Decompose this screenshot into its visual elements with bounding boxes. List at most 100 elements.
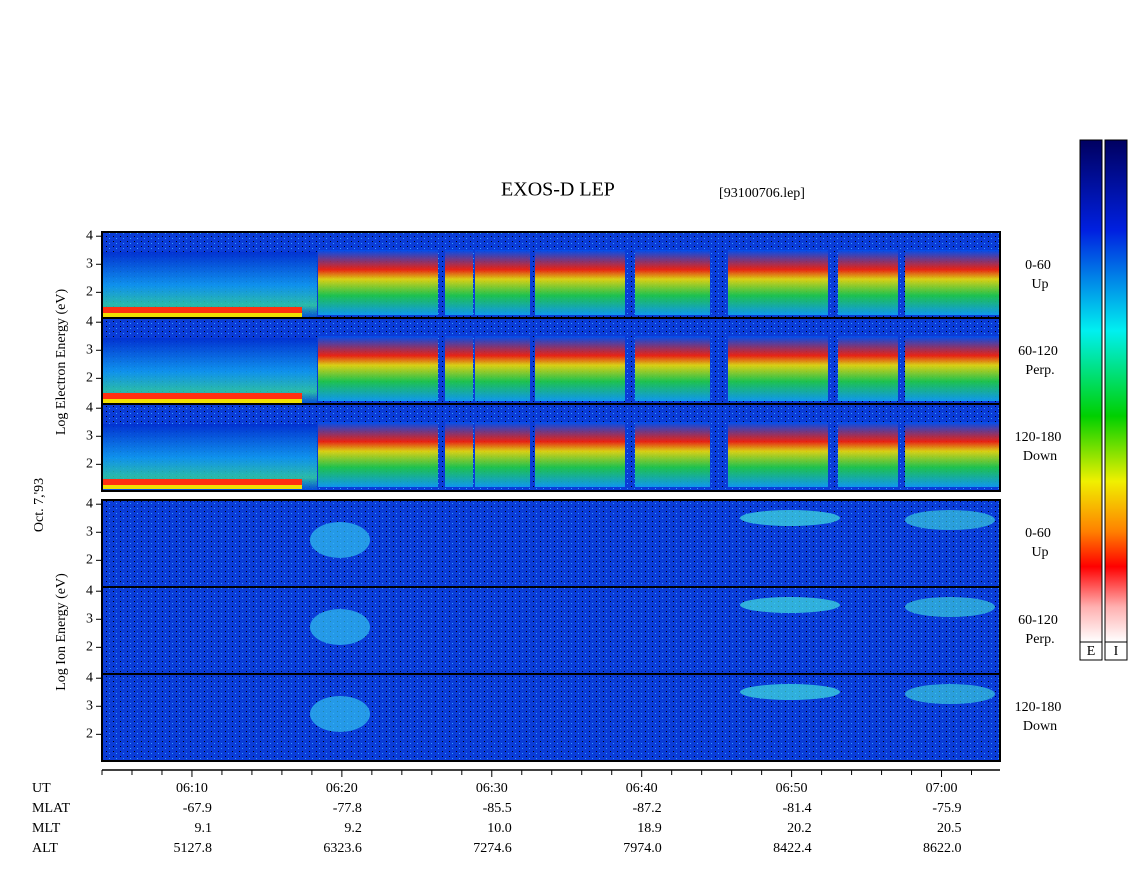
y-tick-label: 3 [86, 698, 93, 713]
spectrogram-band [102, 307, 302, 313]
spectrogram-burst [475, 422, 530, 487]
spectrogram-burst [535, 336, 625, 401]
panel-angle: 60-120 [1018, 613, 1058, 628]
panel-angle: 60-120 [1018, 344, 1058, 359]
colorbar-electron [1079, 139, 1103, 643]
spectrogram-band [102, 399, 302, 403]
spectrogram-burst [445, 336, 473, 401]
ion-y-label: Log Ion Energy (eV) [54, 573, 69, 691]
y-tick-label: 3 [86, 611, 93, 626]
spectrogram-burst [728, 250, 828, 315]
y-tick-label: 3 [86, 428, 93, 443]
y-tick-label: 3 [86, 256, 93, 271]
row-value: -75.9 [932, 801, 961, 816]
y-tick-label: 2 [86, 457, 93, 472]
panel-angle: 0-60 [1025, 258, 1051, 273]
row-name: MLAT [32, 801, 71, 816]
spectrogram-burst [905, 422, 1000, 487]
panel-direction: Perp. [1025, 632, 1054, 647]
spectrogram-band [102, 485, 302, 489]
y-tick-label: 3 [86, 524, 93, 539]
spectrogram-burst [728, 422, 828, 487]
row-value: 9.1 [194, 821, 212, 836]
spectrogram-burst [838, 336, 898, 401]
row-name: UT [32, 781, 51, 796]
spectrogram-burst [905, 336, 1000, 401]
row-value: -77.8 [333, 801, 362, 816]
spectrogram-feature [740, 684, 840, 700]
x-tick-label: 07:00 [926, 781, 958, 796]
electron-y-label: Log Electron Energy (eV) [54, 289, 69, 436]
x-tick-label: 06:30 [476, 781, 508, 796]
spectrogram-burst [635, 422, 710, 487]
spectrogram-burst [635, 336, 710, 401]
colorbar-ion [1104, 139, 1128, 643]
spectrogram-feature [740, 597, 840, 613]
spectrogram-burst [475, 336, 530, 401]
spectrogram-burst [445, 250, 473, 315]
title: EXOS-D LEP [501, 179, 615, 201]
y-tick-label: 2 [86, 371, 93, 386]
panel-direction: Up [1031, 277, 1048, 292]
x-tick-label: 06:20 [326, 781, 358, 796]
spectrogram-burst [635, 250, 710, 315]
y-tick-label: 4 [86, 314, 93, 329]
spectrogram-band [102, 313, 302, 317]
spectrogram-burst [728, 336, 828, 401]
row-value: -85.5 [483, 801, 512, 816]
spectrogram-background [102, 674, 1000, 761]
panel-direction: Perp. [1025, 363, 1054, 378]
spectrogram-burst [535, 250, 625, 315]
spectrogram-band [102, 479, 302, 485]
row-name: MLT [32, 821, 61, 836]
y-tick-label: 2 [86, 727, 93, 742]
spectrogram-burst [838, 422, 898, 487]
y-tick-label: 2 [86, 640, 93, 655]
row-value: 10.0 [487, 821, 512, 836]
panel-angle: 120-180 [1015, 700, 1062, 715]
panel-direction: Down [1023, 719, 1057, 734]
spectrogram-background [102, 587, 1000, 674]
row-value: 18.9 [637, 821, 662, 836]
panel-frame [101, 673, 1001, 762]
row-value: -67.9 [183, 801, 212, 816]
panel-direction: Down [1023, 449, 1057, 464]
panel-direction: Up [1031, 545, 1048, 560]
y-tick-label: 4 [86, 228, 93, 243]
file-name: [93100706.lep] [719, 186, 805, 201]
row-value: 7974.0 [623, 841, 662, 856]
row-value: 20.2 [787, 821, 812, 836]
y-tick-label: 4 [86, 670, 93, 685]
y-tick-label: 3 [86, 342, 93, 357]
row-value: 8622.0 [923, 841, 962, 856]
spectrogram-burst [475, 250, 530, 315]
spectrogram-band [102, 393, 302, 399]
row-value: 8422.4 [773, 841, 812, 856]
row-name: ALT [32, 841, 58, 856]
panel-angle: 120-180 [1015, 430, 1062, 445]
spectrogram-feature [905, 510, 995, 530]
spectrogram-burst [445, 422, 473, 487]
panel-frame [101, 403, 1001, 492]
date-label: Oct. 7,'93 [32, 478, 47, 532]
spectrogram-feature [905, 597, 995, 617]
panel-angle: 0-60 [1025, 526, 1051, 541]
row-value: -87.2 [633, 801, 662, 816]
y-tick-label: 2 [86, 285, 93, 300]
spectrogram-background [102, 500, 1000, 587]
y-tick-label: 2 [86, 553, 93, 568]
spectrogram-feature [905, 684, 995, 704]
spectrogram-burst [838, 250, 898, 315]
x-tick-label: 06:40 [626, 781, 658, 796]
spectrogram-burst [318, 336, 438, 401]
row-value: 5127.8 [173, 841, 212, 856]
colorbar-label-box [1104, 641, 1128, 661]
spectrogram-burst [318, 422, 438, 487]
spectrogram-feature [740, 510, 840, 526]
row-value: 6323.6 [323, 841, 362, 856]
colorbar-label: E [1087, 644, 1096, 659]
spectrogram-burst [905, 250, 1000, 315]
row-value: 7274.6 [473, 841, 512, 856]
x-tick-label: 06:10 [176, 781, 208, 796]
spectrogram-feature [310, 609, 370, 645]
